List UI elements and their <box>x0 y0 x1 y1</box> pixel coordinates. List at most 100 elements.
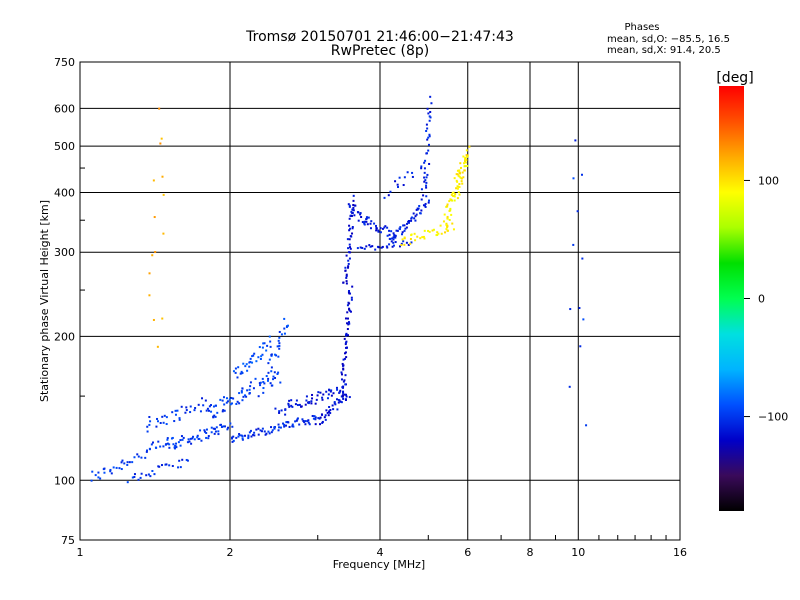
data-point <box>464 158 467 161</box>
data-point <box>425 186 428 189</box>
data-point <box>212 405 215 408</box>
data-point <box>403 176 406 179</box>
data-point <box>305 399 308 402</box>
data-point <box>151 441 154 444</box>
data-points <box>90 95 588 484</box>
data-point <box>273 371 276 374</box>
data-point <box>422 235 425 238</box>
data-point <box>126 481 129 484</box>
data-point <box>572 177 575 180</box>
data-point <box>334 403 337 406</box>
data-point <box>162 421 165 424</box>
data-point <box>148 294 151 297</box>
data-point <box>261 427 264 430</box>
data-point <box>346 304 349 307</box>
data-point <box>411 171 414 174</box>
data-point <box>398 245 401 248</box>
data-point <box>336 408 339 411</box>
data-point <box>374 224 377 227</box>
data-point <box>115 466 118 469</box>
data-point <box>270 370 273 373</box>
data-point <box>436 231 439 234</box>
data-point <box>463 162 466 165</box>
data-point <box>350 296 353 299</box>
x-tick-label: 1 <box>77 546 84 559</box>
data-point <box>310 400 313 403</box>
data-point <box>401 238 404 241</box>
data-point <box>386 234 389 237</box>
data-point <box>572 243 575 246</box>
data-point <box>428 133 431 136</box>
data-point <box>240 434 243 437</box>
data-point <box>161 415 164 418</box>
data-point <box>316 394 319 397</box>
data-point <box>414 239 417 242</box>
data-point <box>464 156 467 159</box>
data-point <box>159 142 162 145</box>
data-point <box>425 152 428 155</box>
data-point <box>221 399 224 402</box>
data-point <box>168 443 171 446</box>
data-point <box>190 442 193 445</box>
data-point <box>410 219 413 222</box>
data-point <box>409 237 412 240</box>
data-point <box>252 354 255 357</box>
data-point <box>341 362 344 365</box>
data-point <box>423 176 426 179</box>
data-point <box>399 226 402 229</box>
data-point <box>241 387 244 390</box>
data-point <box>255 360 258 363</box>
data-point <box>137 478 140 481</box>
data-point <box>363 247 366 250</box>
data-point <box>261 377 264 380</box>
data-point <box>259 381 262 384</box>
data-point <box>401 231 404 234</box>
data-point <box>147 473 150 476</box>
data-point <box>241 438 244 441</box>
data-point <box>270 366 273 369</box>
data-point <box>202 404 205 407</box>
data-point <box>424 179 427 182</box>
data-point <box>288 425 291 428</box>
data-point <box>328 406 331 409</box>
data-point <box>347 265 350 268</box>
data-point <box>294 403 297 406</box>
data-point <box>267 377 270 380</box>
data-point <box>344 334 347 337</box>
data-point <box>343 379 346 382</box>
data-point <box>270 426 273 429</box>
data-point <box>247 435 250 438</box>
data-point <box>347 262 350 265</box>
data-point <box>232 435 235 438</box>
data-point <box>333 402 336 405</box>
data-point <box>330 389 333 392</box>
data-point <box>270 384 273 387</box>
data-point <box>241 435 244 438</box>
data-point <box>576 210 579 213</box>
data-point <box>231 402 234 405</box>
data-point <box>402 184 405 187</box>
data-point <box>319 416 322 419</box>
data-point <box>400 233 403 236</box>
data-point <box>345 273 348 276</box>
data-point <box>181 438 184 441</box>
data-point <box>149 420 152 423</box>
data-point <box>317 417 320 420</box>
data-point <box>333 401 336 404</box>
data-point <box>173 447 176 450</box>
data-point <box>326 411 329 414</box>
data-point <box>126 461 129 464</box>
data-point <box>466 155 469 158</box>
data-point <box>348 289 351 292</box>
data-point <box>329 408 332 411</box>
data-point <box>251 355 254 358</box>
data-point <box>148 423 151 426</box>
data-point <box>405 241 408 244</box>
data-point <box>404 227 407 230</box>
data-point <box>446 217 449 220</box>
data-point <box>368 244 371 247</box>
data-point <box>385 245 388 248</box>
data-point <box>146 449 149 452</box>
data-point <box>277 371 280 374</box>
data-point <box>269 345 272 348</box>
